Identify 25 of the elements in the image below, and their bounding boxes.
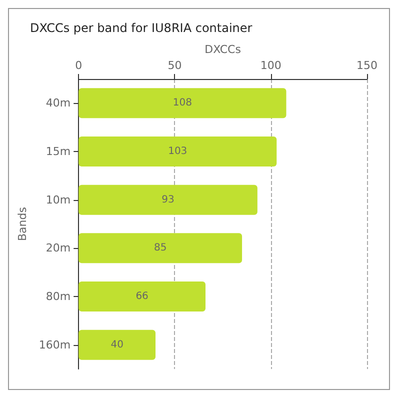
bar <box>78 233 242 264</box>
y-axis-title: Bands <box>16 206 29 241</box>
data-label: 93 <box>162 194 174 206</box>
x-tick-label: 0 <box>75 59 82 72</box>
bar <box>78 88 286 118</box>
y-tick-label: 20m <box>46 242 71 255</box>
y-tick-label: 10m <box>46 193 71 206</box>
y-tick-label: 80m <box>46 290 71 303</box>
bar <box>78 282 206 312</box>
data-label: 108 <box>172 98 192 109</box>
data-label: 66 <box>136 291 148 302</box>
chart-title: DXCCs per band for IU8RIA container <box>30 21 252 35</box>
bar <box>78 136 277 166</box>
bar <box>78 184 258 215</box>
x-tick-label: 150 <box>356 59 378 72</box>
data-label: 103 <box>168 146 188 157</box>
x-tick-label: 50 <box>168 59 182 72</box>
x-tick-label: 100 <box>260 59 282 72</box>
data-label: 85 <box>154 242 167 254</box>
y-tick-label: 160m <box>38 338 71 352</box>
bar <box>78 330 156 360</box>
y-tick-label: 40m <box>46 96 71 110</box>
x-axis-title: DXCCs <box>204 43 242 56</box>
y-tick-label: 15m <box>46 145 71 158</box>
data-label: 40 <box>110 339 124 350</box>
